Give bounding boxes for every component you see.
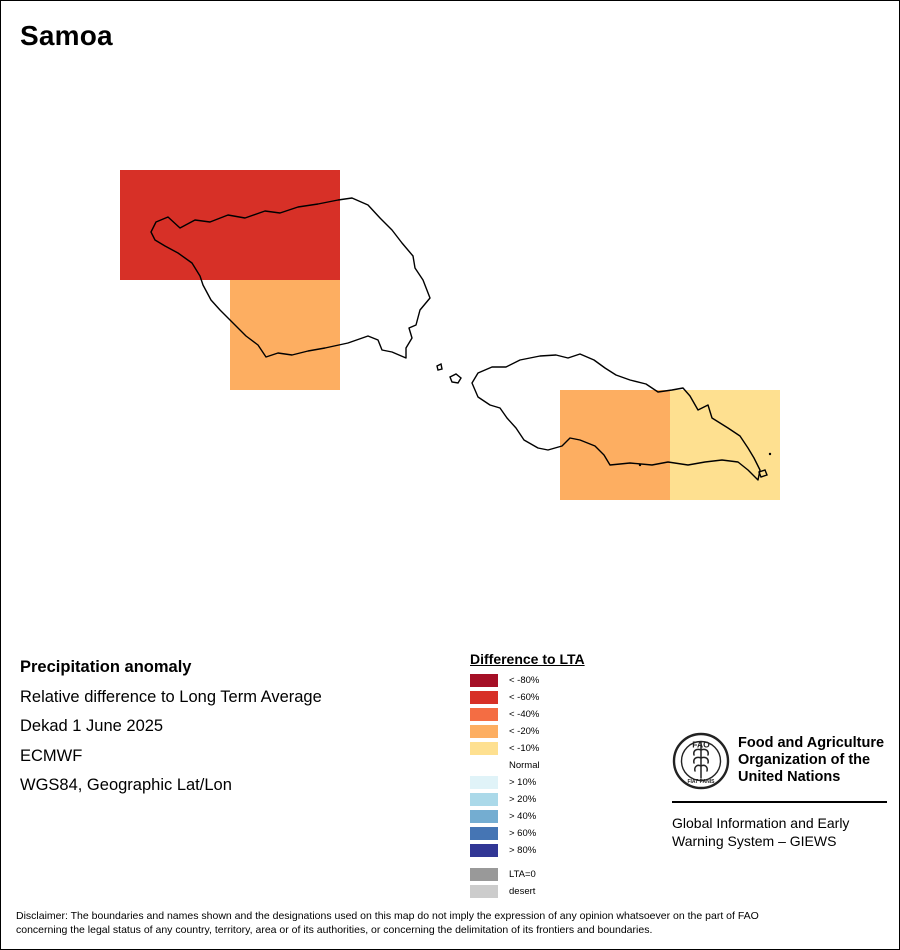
legend-label: > 10% bbox=[509, 777, 537, 788]
fao-divider bbox=[672, 801, 887, 803]
legend-item: Normal bbox=[470, 757, 660, 774]
legend-label: > 20% bbox=[509, 794, 537, 805]
island-outline-upolu bbox=[471, 353, 761, 481]
islet-outline-apolima bbox=[449, 373, 462, 384]
legend-item: < -80% bbox=[470, 672, 660, 689]
legend-label: < -60% bbox=[509, 692, 540, 703]
legend-label: > 60% bbox=[509, 828, 537, 839]
legend-item: > 10% bbox=[470, 774, 660, 791]
legend-swatch bbox=[470, 759, 498, 772]
legend-item: > 20% bbox=[470, 791, 660, 808]
legend-label: < -40% bbox=[509, 709, 540, 720]
islet-outline-nuulua bbox=[768, 452, 772, 456]
legend-swatch bbox=[470, 776, 498, 789]
legend-label: Normal bbox=[509, 760, 540, 771]
anomaly-cell-upolu-east bbox=[670, 390, 780, 500]
legend-label: < -20% bbox=[509, 726, 540, 737]
info-subtitle: Relative difference to Long Term Average bbox=[20, 687, 322, 706]
legend-label: desert bbox=[509, 886, 536, 897]
legend-label: < -10% bbox=[509, 743, 540, 754]
map-info-block: Precipitation anomaly Relative differenc… bbox=[20, 656, 440, 804]
info-period: Dekad 1 June 2025 bbox=[20, 717, 164, 735]
legend-label: > 80% bbox=[509, 845, 537, 856]
info-projection: WGS84, Geographic Lat/Lon bbox=[20, 776, 232, 794]
legend-swatch bbox=[470, 844, 498, 857]
legend-title: Difference to LTA bbox=[470, 651, 585, 667]
legend-label: LTA=0 bbox=[509, 869, 536, 880]
map-title: Samoa bbox=[20, 20, 113, 51]
legend-swatch bbox=[470, 674, 498, 687]
islet-outline-manono bbox=[436, 362, 443, 371]
legend-item: > 40% bbox=[470, 808, 660, 825]
islet-outline-namua bbox=[638, 463, 642, 467]
legend-item: < -10% bbox=[470, 740, 660, 757]
fao-emblem-motto: FIAT PANIS bbox=[687, 779, 715, 785]
disclaimer-line: Disclaimer: The boundaries and names sho… bbox=[16, 910, 759, 922]
legend-item: < -40% bbox=[470, 706, 660, 723]
giews-name-line: Warning System – GIEWS bbox=[672, 833, 837, 849]
legend: Difference to LTA < -80% < -60% < -40% <… bbox=[470, 651, 660, 900]
giews-name: Global Information and Early Warning Sys… bbox=[672, 814, 892, 850]
fao-emblem-letters: FAO bbox=[692, 740, 710, 750]
legend-swatch bbox=[470, 708, 498, 721]
island-outline-savaii bbox=[150, 197, 431, 359]
anomaly-cell-upolu-west bbox=[560, 390, 670, 500]
disclaimer-line: concerning the legal status of any count… bbox=[16, 924, 653, 936]
info-heading: Precipitation anomaly bbox=[20, 658, 192, 676]
giews-name-line: Global Information and Early bbox=[672, 815, 850, 831]
legend-swatch bbox=[470, 827, 498, 840]
disclaimer: Disclaimer: The boundaries and names sho… bbox=[16, 909, 886, 937]
anomaly-cell-savaii-north bbox=[120, 170, 340, 280]
legend-swatch bbox=[470, 742, 498, 755]
legend-swatch bbox=[470, 793, 498, 806]
islet-outline-nuutele bbox=[758, 469, 768, 478]
legend-item: < -60% bbox=[470, 689, 660, 706]
legend-swatch bbox=[470, 725, 498, 738]
legend-swatch bbox=[470, 691, 498, 704]
fao-org-name-line: Organization of the bbox=[738, 752, 871, 768]
fao-org-name: Food and Agriculture Organization of the… bbox=[738, 735, 898, 786]
legend-item: > 80% bbox=[470, 842, 660, 859]
legend-item: < -20% bbox=[470, 723, 660, 740]
info-source: ECMWF bbox=[20, 746, 83, 765]
fao-org-name-line: Food and Agriculture bbox=[738, 735, 885, 751]
legend-label: < -80% bbox=[509, 675, 540, 686]
legend-item: LTA=0 bbox=[470, 866, 660, 883]
legend-swatch bbox=[470, 885, 498, 898]
legend-swatch bbox=[470, 868, 498, 881]
legend-item: > 60% bbox=[470, 825, 660, 842]
fao-emblem-icon: FAO FIAT PANIS bbox=[672, 732, 730, 790]
anomaly-cell-savaii-south bbox=[230, 280, 340, 390]
legend-swatch bbox=[470, 810, 498, 823]
legend-label: > 40% bbox=[509, 811, 537, 822]
legend-item: desert bbox=[470, 883, 660, 900]
fao-org-name-line: United Nations bbox=[738, 769, 841, 785]
